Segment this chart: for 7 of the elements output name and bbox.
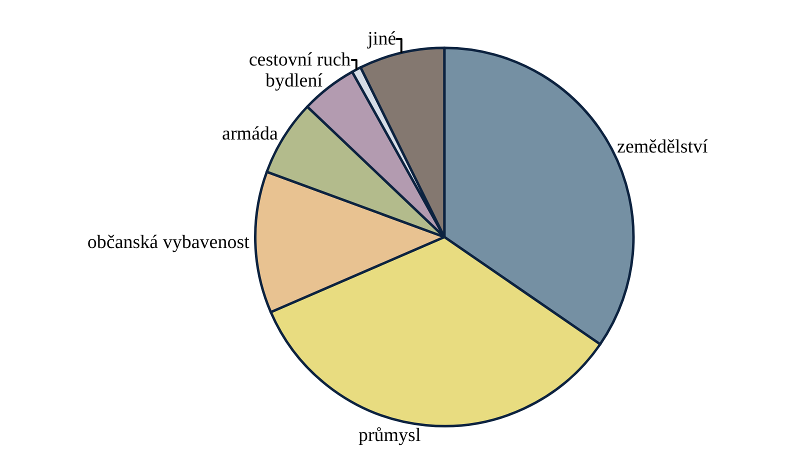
slice-label: zemědělství	[617, 136, 709, 158]
slice-label: cestovní ruch	[248, 50, 352, 71]
slice-label: armáda	[222, 124, 278, 145]
slice-label: jiné	[366, 28, 396, 50]
slice-label: bydlení	[266, 70, 324, 92]
slice-label: občanská vybavenost	[87, 232, 250, 253]
slice-label: průmysl	[358, 425, 421, 446]
